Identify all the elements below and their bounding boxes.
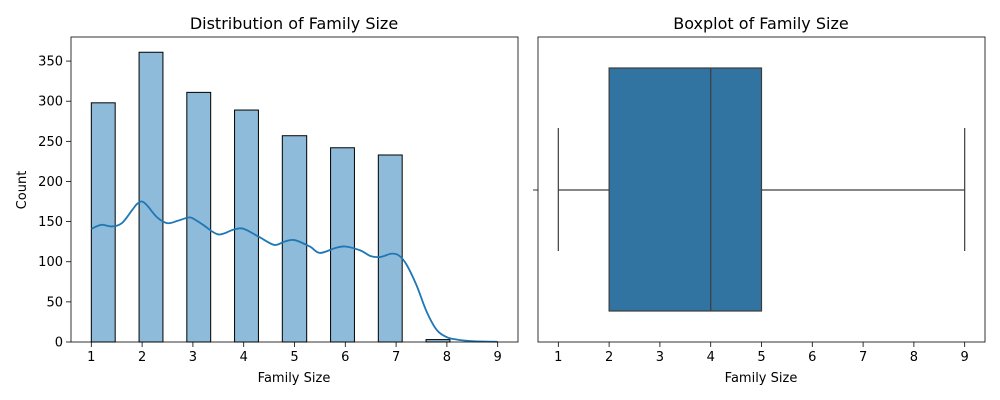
x-tick-label: 7 [859,350,867,365]
y-tick-label: 50 [46,295,63,310]
x-tick-label: 1 [554,350,562,365]
x-tick-label: 9 [961,350,969,365]
histogram-bar-5 [281,135,308,343]
boxplot-title: Boxplot of Family Size [673,14,848,33]
boxplot-chart: Boxplot of Family Size 1 2 3 4 5 6 7 8 9 Family … [533,14,986,386]
histogram-bar-7 [377,154,403,343]
x-tick-label: 1 [87,350,95,365]
x-tick-label: 5 [757,350,765,365]
x-tick-label: 8 [910,350,918,365]
boxplot-x-label: Family Size [725,371,798,386]
x-tick-label: 7 [392,350,400,365]
y-tick-label: 200 [38,175,63,190]
x-tick-label: 6 [341,350,349,365]
histogram-title: Distribution of Family Size [190,14,398,33]
boxplot-x-ticks: 1 2 3 4 5 6 7 8 9 [554,342,969,365]
histogram-chart: Distribution of Family Size 1 2 3 4 5 6 7 8 9 0 5… [15,14,519,386]
y-tick-label: 0 [55,336,63,351]
histogram-bar-1 [90,102,116,343]
x-tick-label: 8 [443,350,451,365]
boxplot-elements [557,67,966,312]
histogram-bar-4 [234,109,259,343]
x-tick-label: 2 [605,350,613,365]
y-tick-label: 250 [38,135,63,150]
x-tick-label: 4 [707,350,715,365]
x-tick-label: 3 [656,350,664,365]
histogram-x-ticks: 1 2 3 4 5 6 7 8 9 [87,342,502,365]
y-tick-label: 300 [38,95,63,110]
histogram-y-ticks: 0 50 100 150 200 250 300 350 [38,55,71,351]
iqr-box [608,67,763,312]
kde-curve [90,200,498,343]
x-tick-label: 9 [494,350,502,365]
histogram-x-label: Family Size [258,371,331,386]
y-tick-label: 100 [38,255,63,270]
x-tick-label: 2 [138,350,146,365]
x-tick-label: 3 [189,350,197,365]
y-tick-label: 150 [38,215,63,230]
y-tick-label: 350 [38,55,63,70]
x-tick-label: 6 [808,350,816,365]
x-tick-label: 4 [240,350,248,365]
x-tick-label: 5 [290,350,298,365]
histogram-y-label: Count [15,171,30,210]
histogram-bar-6 [330,147,355,343]
histogram-bar-2 [138,51,164,343]
histogram-bars [90,51,451,343]
